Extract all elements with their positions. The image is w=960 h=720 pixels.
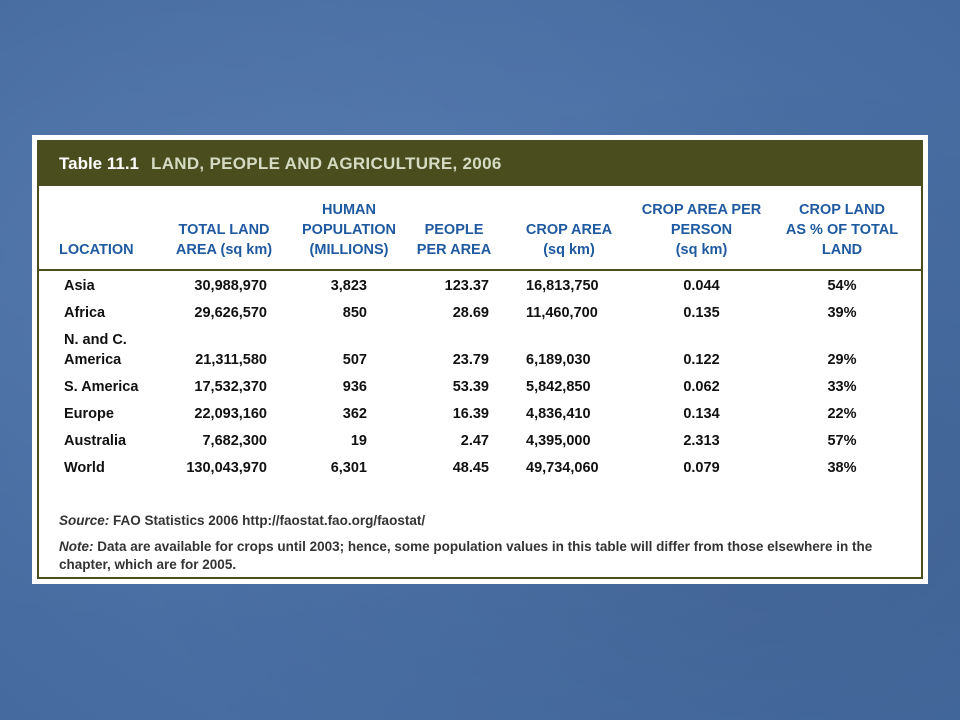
header-population: HUMAN POPULATION (MILLIONS) — [302, 202, 396, 258]
cell-people-per-area: 48.45 — [452, 460, 489, 476]
cell-people-per-area: 2.47 — [460, 433, 489, 449]
table-note: Note: Data are available for crops until… — [59, 539, 873, 572]
cell-crop-per-person: 0.135 — [683, 305, 720, 321]
cell-population: 936 — [342, 379, 367, 395]
cell-location: Australia — [64, 433, 127, 449]
cell-total-land: 22,093,160 — [194, 406, 267, 422]
cell-location: America — [64, 352, 122, 368]
cell-location: S. America — [64, 379, 139, 395]
cell-population: 507 — [342, 352, 367, 368]
cell-crop-land-pct: 38% — [827, 460, 857, 476]
cell-people-per-area: 16.39 — [452, 406, 489, 422]
cell-location: Asia — [64, 278, 95, 294]
cell-population: 6,301 — [330, 460, 367, 476]
table-title: LAND, PEOPLE AND AGRICULTURE, 2006 — [151, 154, 502, 173]
cell-people-per-area: 123.37 — [444, 278, 489, 294]
cell-people-per-area: 28.69 — [452, 305, 489, 321]
cell-crop-land-pct: 22% — [827, 406, 857, 422]
cell-crop-area: 6,189,030 — [526, 352, 591, 368]
cell-crop-area: 11,460,700 — [526, 305, 598, 321]
cell-crop-per-person: 0.122 — [683, 352, 720, 368]
cell-location: Africa — [64, 305, 106, 321]
cell-total-land: 130,043,970 — [186, 460, 267, 476]
cell-crop-area: 49,734,060 — [526, 460, 599, 476]
cell-location-line1: N. and C. — [64, 332, 127, 348]
header-crop-land-pct: CROP LAND AS % OF TOTAL LAND — [785, 202, 899, 258]
cell-crop-area: 4,836,410 — [526, 406, 591, 422]
cell-location: World — [64, 460, 105, 476]
table-panel: Table 11.1 LAND, PEOPLE AND AGRICULTURE,… — [37, 140, 923, 579]
cell-crop-per-person: 0.079 — [683, 460, 720, 476]
header-crop-area: CROP AREA (sq km) — [525, 222, 613, 258]
cell-population: 362 — [342, 406, 367, 422]
cell-crop-per-person: 2.313 — [683, 433, 720, 449]
cell-people-per-area: 23.79 — [452, 352, 489, 368]
header-crop-per-person: CROP AREA PER PERSON (sq km) — [641, 202, 762, 258]
cell-total-land: 29,626,570 — [194, 305, 267, 321]
cell-crop-land-pct: 57% — [827, 433, 857, 449]
header-people-per-area: PEOPLE PER AREA — [416, 222, 492, 258]
cell-crop-per-person: 0.062 — [683, 379, 720, 395]
cell-population: 850 — [342, 305, 367, 321]
header-total-land: TOTAL LAND AREA (sq km) — [175, 222, 273, 258]
cell-crop-per-person: 0.044 — [683, 278, 720, 294]
cell-crop-land-pct: 29% — [827, 352, 857, 368]
cell-total-land: 30,988,970 — [194, 278, 267, 294]
cell-location: Europe — [64, 406, 114, 422]
cell-crop-per-person: 0.134 — [683, 406, 720, 422]
table-source: Source: FAO Statistics 2006 http://faost… — [59, 513, 426, 528]
table-slide-frame: Table 11.1 LAND, PEOPLE AND AGRICULTURE,… — [32, 135, 928, 584]
cell-crop-area: 5,842,850 — [526, 379, 591, 395]
cell-total-land: 17,532,370 — [194, 379, 267, 395]
cell-population: 19 — [350, 433, 367, 449]
cell-total-land: 7,682,300 — [202, 433, 267, 449]
cell-crop-land-pct: 33% — [827, 379, 857, 395]
cell-people-per-area: 53.39 — [452, 379, 489, 395]
header-location: LOCATION — [59, 242, 134, 258]
cell-crop-land-pct: 54% — [827, 278, 857, 294]
table-number: Table 11.1 — [59, 154, 140, 173]
cell-crop-area: 16,813,750 — [526, 278, 599, 294]
cell-population: 3,823 — [330, 278, 367, 294]
header-divider — [39, 269, 921, 271]
cell-total-land: 21,311,580 — [195, 352, 267, 368]
table-title-bar: Table 11.1 LAND, PEOPLE AND AGRICULTURE,… — [39, 142, 921, 186]
cell-crop-land-pct: 39% — [827, 305, 857, 321]
cell-crop-area: 4,395,000 — [526, 433, 591, 449]
